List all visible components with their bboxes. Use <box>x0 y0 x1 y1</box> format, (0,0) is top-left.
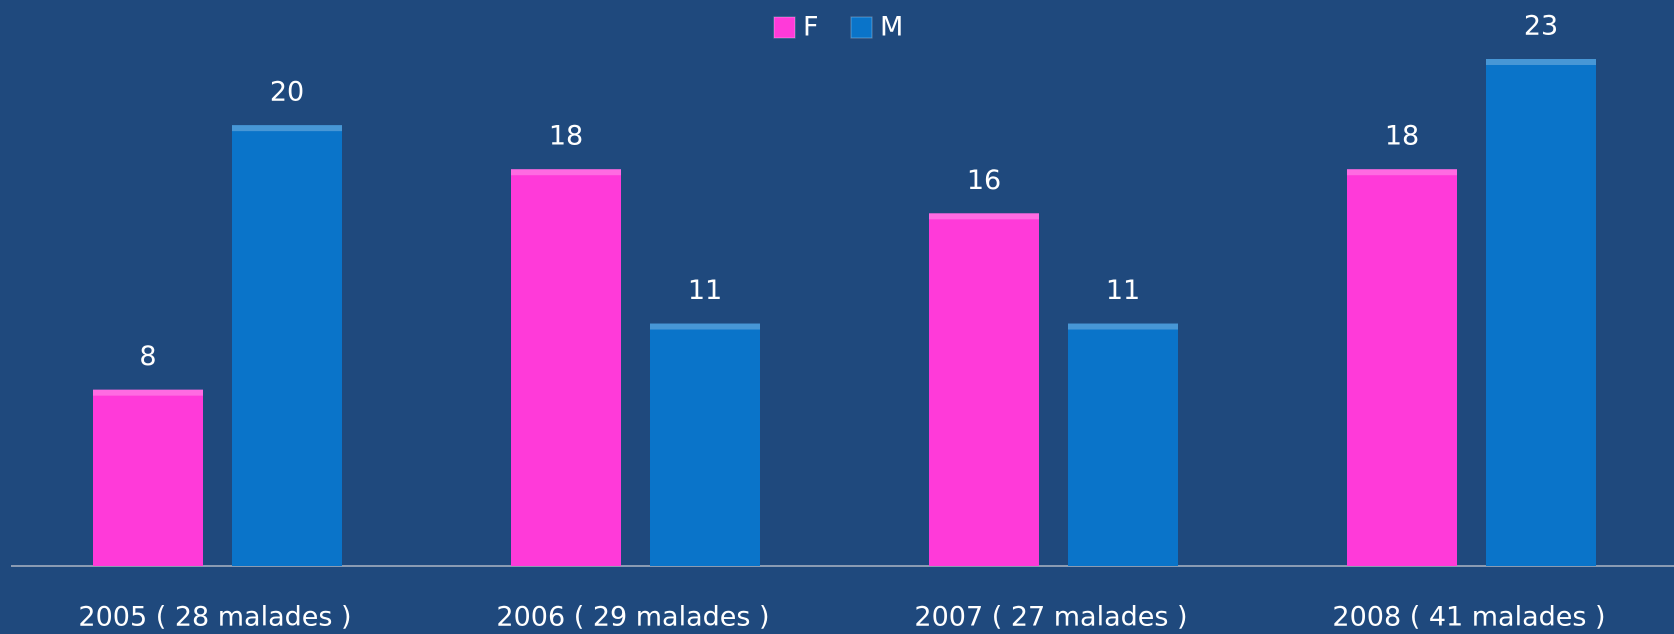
legend-label: F <box>803 12 819 43</box>
x-tick-label: 2006 ( 29 malades ) <box>496 602 769 633</box>
data-label: 23 <box>1524 11 1558 42</box>
data-label: 16 <box>967 165 1001 196</box>
data-label: 11 <box>688 275 722 306</box>
bar-bevel <box>1486 59 1596 65</box>
bar <box>93 389 203 566</box>
bar-bevel <box>929 213 1039 220</box>
data-label: 8 <box>139 341 156 372</box>
bar <box>929 213 1039 566</box>
bar-bevel <box>1347 169 1457 176</box>
legend-label: M <box>880 12 903 43</box>
x-tick-label: 2007 ( 27 malades ) <box>914 602 1187 633</box>
data-label: 20 <box>270 77 304 108</box>
bar-bevel <box>650 323 760 330</box>
bar <box>1347 169 1457 566</box>
legend-swatch <box>773 16 796 39</box>
data-label: 11 <box>1106 275 1140 306</box>
bar-bevel <box>1068 323 1178 330</box>
data-label: 18 <box>1385 121 1419 152</box>
bar <box>650 323 760 566</box>
legend-swatch <box>850 16 873 39</box>
bar <box>511 169 621 566</box>
x-tick-label: 2005 ( 28 malades ) <box>78 602 351 633</box>
bar-bevel <box>511 169 621 176</box>
data-label: 18 <box>549 121 583 152</box>
bar <box>1486 59 1596 566</box>
bar-bevel <box>232 125 342 132</box>
x-tick-label: 2008 ( 41 malades ) <box>1332 602 1605 633</box>
bar <box>1068 323 1178 566</box>
bar-bevel <box>93 389 203 396</box>
bar <box>232 125 342 566</box>
